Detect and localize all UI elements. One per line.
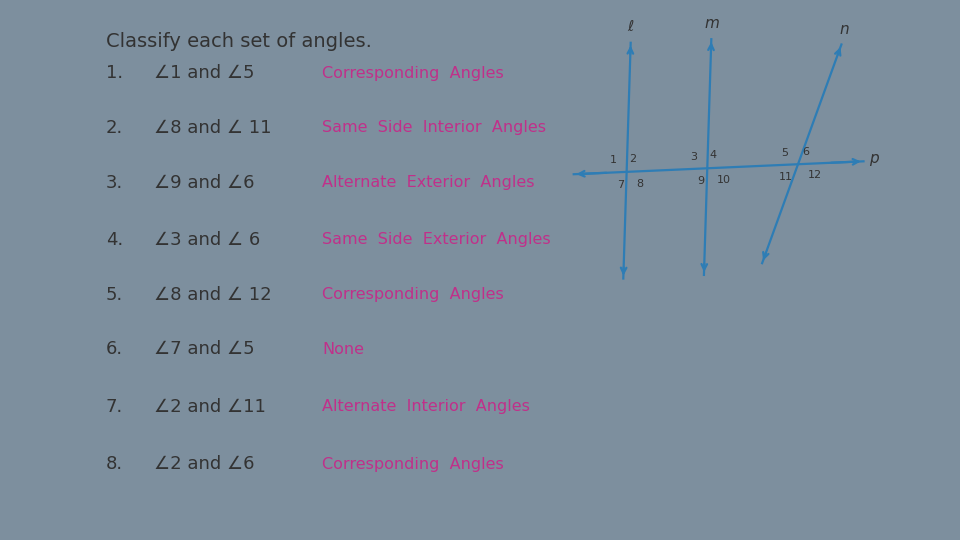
Text: 8: 8 bbox=[636, 179, 643, 188]
Text: ∠1 and ∠5: ∠1 and ∠5 bbox=[154, 64, 254, 82]
Text: 7.: 7. bbox=[106, 398, 123, 416]
Text: 2: 2 bbox=[629, 154, 636, 164]
Text: $p$: $p$ bbox=[869, 152, 879, 168]
Text: 6: 6 bbox=[803, 147, 809, 157]
Text: 12: 12 bbox=[807, 171, 822, 180]
Text: 1.: 1. bbox=[106, 64, 123, 82]
Text: $n$: $n$ bbox=[839, 22, 850, 37]
Text: Same  Side  Exterior  Angles: Same Side Exterior Angles bbox=[322, 233, 551, 247]
Text: Same  Side  Interior  Angles: Same Side Interior Angles bbox=[322, 120, 546, 136]
Text: ∠2 and ∠11: ∠2 and ∠11 bbox=[154, 398, 266, 416]
Text: 11: 11 bbox=[780, 172, 793, 182]
Text: $\ell$: $\ell$ bbox=[627, 19, 635, 35]
Text: 2.: 2. bbox=[106, 119, 123, 137]
Text: Corresponding  Angles: Corresponding Angles bbox=[322, 456, 504, 471]
Text: 3.: 3. bbox=[106, 174, 123, 192]
Text: ∠8 and ∠ 12: ∠8 and ∠ 12 bbox=[154, 286, 272, 303]
Text: ∠2 and ∠6: ∠2 and ∠6 bbox=[154, 455, 254, 473]
Text: Corresponding  Angles: Corresponding Angles bbox=[322, 66, 504, 81]
Text: 10: 10 bbox=[717, 175, 731, 185]
Text: Classify each set of angles.: Classify each set of angles. bbox=[106, 31, 372, 51]
Text: 5: 5 bbox=[781, 148, 788, 158]
Text: 6.: 6. bbox=[106, 340, 123, 359]
Text: 5.: 5. bbox=[106, 286, 123, 303]
Text: 8.: 8. bbox=[106, 455, 123, 473]
Text: None: None bbox=[322, 342, 364, 357]
Text: ∠9 and ∠6: ∠9 and ∠6 bbox=[154, 174, 254, 192]
Text: 3: 3 bbox=[690, 152, 698, 161]
Text: 4: 4 bbox=[709, 150, 717, 160]
Text: $m$: $m$ bbox=[704, 16, 719, 31]
Text: ∠8 and ∠ 11: ∠8 and ∠ 11 bbox=[154, 119, 272, 137]
Text: 7: 7 bbox=[617, 180, 624, 190]
Text: 9: 9 bbox=[698, 177, 705, 186]
Text: 4.: 4. bbox=[106, 231, 123, 249]
Text: ∠7 and ∠5: ∠7 and ∠5 bbox=[154, 340, 254, 359]
Text: Alternate  Interior  Angles: Alternate Interior Angles bbox=[322, 399, 530, 414]
Text: 1: 1 bbox=[610, 155, 617, 165]
Text: Corresponding  Angles: Corresponding Angles bbox=[322, 287, 504, 302]
Text: Alternate  Exterior  Angles: Alternate Exterior Angles bbox=[322, 175, 535, 190]
Text: ∠3 and ∠ 6: ∠3 and ∠ 6 bbox=[154, 231, 260, 249]
